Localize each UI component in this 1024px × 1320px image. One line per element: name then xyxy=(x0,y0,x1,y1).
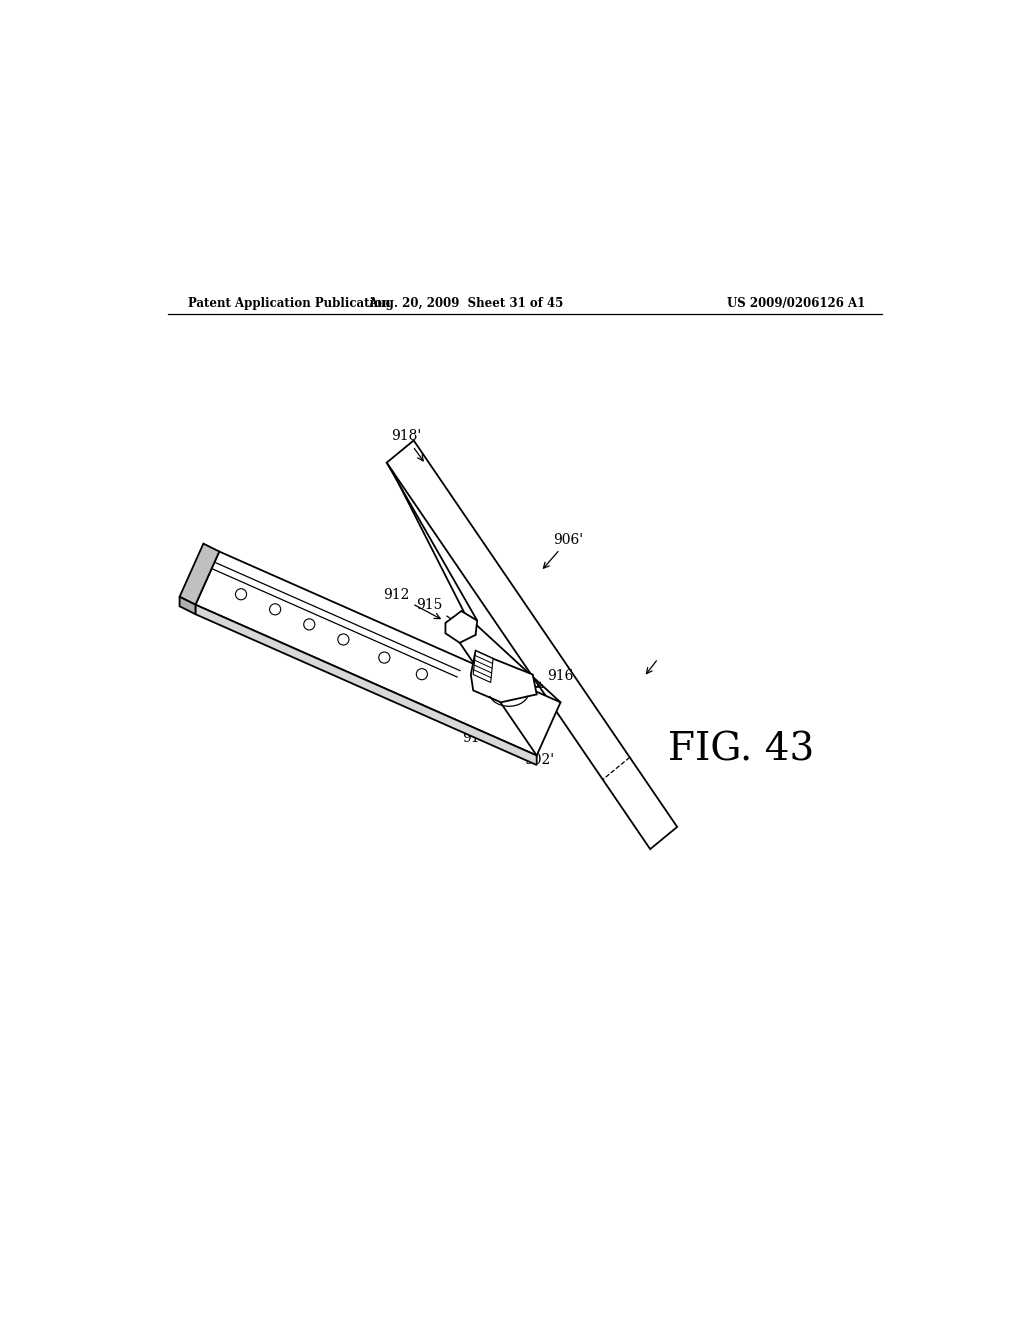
Polygon shape xyxy=(473,651,494,682)
Text: 904: 904 xyxy=(346,622,386,638)
Text: 936': 936' xyxy=(193,569,224,589)
Text: FIG. 43: FIG. 43 xyxy=(668,731,814,768)
Text: 906': 906' xyxy=(544,533,584,568)
Polygon shape xyxy=(445,611,477,643)
Polygon shape xyxy=(387,441,677,849)
Text: 916: 916 xyxy=(537,669,573,688)
Text: 910: 910 xyxy=(305,601,338,615)
Polygon shape xyxy=(179,597,196,614)
Text: 902': 902' xyxy=(524,748,554,767)
Text: 915: 915 xyxy=(417,598,457,622)
Polygon shape xyxy=(196,552,560,755)
Text: US 2009/0206126 A1: US 2009/0206126 A1 xyxy=(727,297,865,310)
Text: Patent Application Publication: Patent Application Publication xyxy=(187,297,390,310)
Text: 912: 912 xyxy=(383,589,440,619)
Polygon shape xyxy=(196,605,537,766)
Text: Aug. 20, 2009  Sheet 31 of 45: Aug. 20, 2009 Sheet 31 of 45 xyxy=(368,297,563,310)
Text: 918': 918' xyxy=(390,429,423,461)
Text: 910': 910' xyxy=(462,726,493,744)
Polygon shape xyxy=(471,651,537,702)
Text: 908: 908 xyxy=(207,558,232,572)
Text: 905: 905 xyxy=(328,610,366,626)
Polygon shape xyxy=(179,544,219,605)
